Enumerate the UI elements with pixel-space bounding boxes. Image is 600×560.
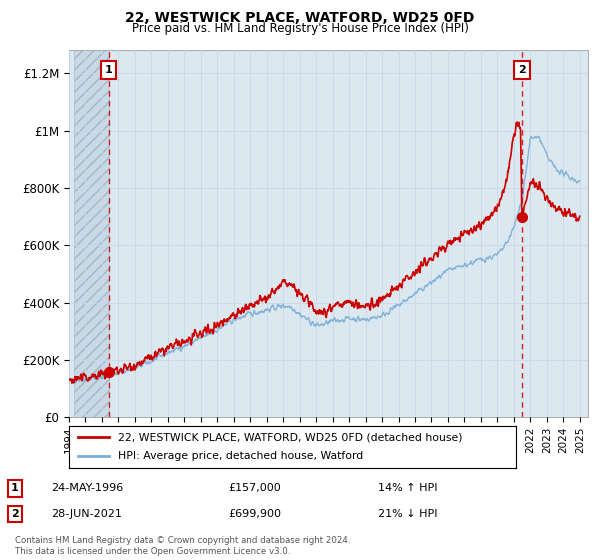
Text: £699,900: £699,900 <box>228 509 281 519</box>
Text: 1: 1 <box>104 65 112 75</box>
Text: 2: 2 <box>11 509 19 519</box>
Text: Contains HM Land Registry data © Crown copyright and database right 2024.
This d: Contains HM Land Registry data © Crown c… <box>15 536 350 556</box>
Text: 22, WESTWICK PLACE, WATFORD, WD25 0FD (detached house): 22, WESTWICK PLACE, WATFORD, WD25 0FD (d… <box>118 432 463 442</box>
Text: 22, WESTWICK PLACE, WATFORD, WD25 0FD: 22, WESTWICK PLACE, WATFORD, WD25 0FD <box>125 11 475 25</box>
Text: 24-MAY-1996: 24-MAY-1996 <box>51 483 123 493</box>
Text: 2: 2 <box>518 65 526 75</box>
Text: £157,000: £157,000 <box>228 483 281 493</box>
Text: HPI: Average price, detached house, Watford: HPI: Average price, detached house, Watf… <box>118 451 364 461</box>
Text: 14% ↑ HPI: 14% ↑ HPI <box>378 483 437 493</box>
Text: 28-JUN-2021: 28-JUN-2021 <box>51 509 122 519</box>
Text: 1: 1 <box>11 483 19 493</box>
Text: 21% ↓ HPI: 21% ↓ HPI <box>378 509 437 519</box>
Text: Price paid vs. HM Land Registry's House Price Index (HPI): Price paid vs. HM Land Registry's House … <box>131 22 469 35</box>
Bar <box>74 50 109 417</box>
